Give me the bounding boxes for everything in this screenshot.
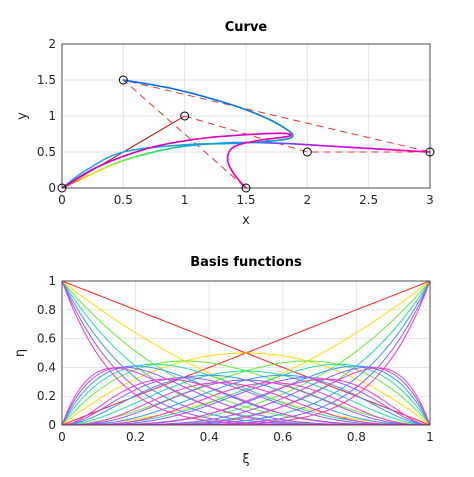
basis-line-deg7-7 xyxy=(62,281,430,425)
basis-x-tick-label: 0.4 xyxy=(200,430,219,444)
curve-y-tick-label: 0.5 xyxy=(37,145,56,159)
basis-line-deg6-3 xyxy=(62,379,430,425)
curve-y-tick-label: 0 xyxy=(48,181,56,195)
curve-x-tick-label: 0 xyxy=(58,193,66,207)
curve-x-ticks: 0 0.5 1 1.5 2 2.5 3 xyxy=(58,193,434,207)
curve-x-tick-label: 2.5 xyxy=(359,193,378,207)
basis-x-tick-label: 0.2 xyxy=(126,430,145,444)
curve-series-3 xyxy=(62,132,292,188)
basis-chart-title: Basis functions xyxy=(190,255,302,270)
basis-x-tick-label: 0 xyxy=(58,430,66,444)
curve-segment xyxy=(136,147,144,151)
basis-axes-frame xyxy=(61,280,431,426)
curve-y-tick-label: 1.5 xyxy=(37,73,56,87)
control-point xyxy=(425,147,435,157)
basis-y-ticks: 0 0.2 0.4 0.6 0.8 1 xyxy=(37,274,56,432)
control-point xyxy=(57,183,67,193)
curve-segment xyxy=(163,145,171,148)
basis-y-tick-label: 0.8 xyxy=(37,303,56,317)
basis-y-axis-label: η xyxy=(13,349,28,357)
basis-line-deg6-4 xyxy=(62,377,430,425)
control-point xyxy=(302,147,312,157)
basis-y-tick-label: 0.6 xyxy=(37,332,56,346)
curve-x-tick-label: 3 xyxy=(426,193,434,207)
curve-chart-title: Curve xyxy=(225,20,268,35)
basis-y-tick-label: 0 xyxy=(48,418,56,432)
basis-y-tick-label: 0.2 xyxy=(37,389,56,403)
basis-data xyxy=(62,281,430,425)
curve-x-tick-label: 2 xyxy=(304,193,312,207)
curve-chart: 0 0.5 1 1.5 2 2.5 3 0 0.5 1 1.5 2 Curve x y xyxy=(15,20,435,228)
control-point xyxy=(180,111,190,121)
control-point xyxy=(241,183,251,193)
basis-x-ticks: 0 0.2 0.4 0.6 0.8 1 xyxy=(58,430,434,444)
curve-x-axis-label: x xyxy=(242,213,250,228)
curve-x-tick-label: 0.5 xyxy=(114,193,133,207)
curve-x-tick-label: 1 xyxy=(181,193,189,207)
basis-line-deg4-2 xyxy=(62,370,430,425)
basis-line-deg6-6 xyxy=(62,281,430,425)
curve-x-tick-label: 1.5 xyxy=(236,193,255,207)
basis-x-tick-label: 0.8 xyxy=(347,430,366,444)
basis-line-deg7-6 xyxy=(62,367,430,425)
basis-x-tick-label: 1 xyxy=(426,430,434,444)
basis-y-tick-label: 0.4 xyxy=(37,360,56,374)
curve-y-ticks: 0 0.5 1 1.5 2 xyxy=(37,37,56,195)
curve-segment xyxy=(153,84,160,87)
basis-chart: 0 0.2 0.4 0.6 0.8 1 0 0.2 0.4 0.6 0.8 1 Basis func… xyxy=(13,255,434,467)
curve-y-tick-label: 1 xyxy=(48,109,56,123)
curve-y-tick-label: 2 xyxy=(48,37,56,51)
basis-y-tick-label: 1 xyxy=(48,274,56,288)
control-point xyxy=(118,75,128,85)
basis-line-deg7-4 xyxy=(62,382,430,425)
curve-segment xyxy=(131,148,138,151)
basis-x-tick-label: 0.6 xyxy=(273,430,292,444)
curve-axes-frame xyxy=(61,43,431,189)
basis-x-axis-label: ξ xyxy=(242,452,249,467)
curve-y-axis-label: y xyxy=(15,112,30,120)
